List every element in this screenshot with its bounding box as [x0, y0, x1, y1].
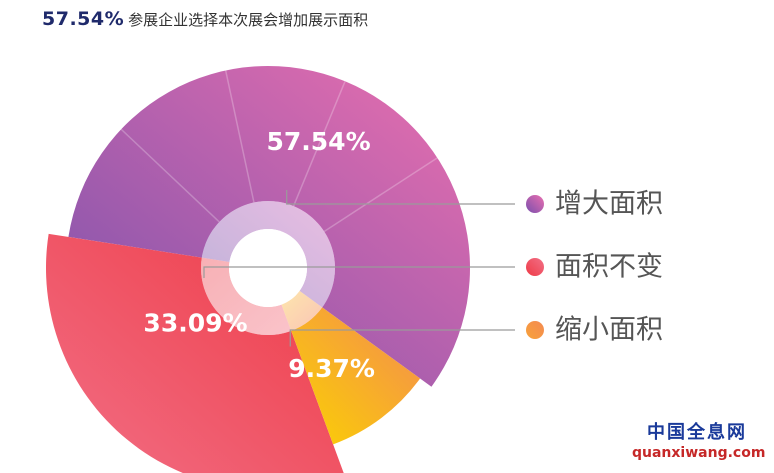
legend-marker-decrease — [526, 321, 544, 339]
slice-facet-3 — [292, 80, 346, 207]
slice-decrease — [291, 307, 421, 445]
watermark: 中国全息网 quanxiwang.com — [632, 422, 766, 462]
legend-marker-unchanged — [526, 258, 544, 276]
headline-highlight: 57.54% — [42, 8, 125, 30]
slice-unchanged — [46, 233, 344, 473]
legend-label-decrease: 缩小面积 — [555, 315, 663, 346]
data-label-unchanged: 33.09% — [143, 309, 247, 338]
chart-headline: 57.54% 参展企业选择本次展会增加展示面积 — [42, 8, 368, 40]
legend-label-increase: 增大面积 — [555, 189, 663, 220]
inner-ring-unchanged — [201, 257, 292, 335]
data-labels: 57.54% 33.09% 9.37% — [143, 127, 375, 383]
leader-unchanged — [203, 266, 515, 278]
watermark-cn: 中国全息网 — [647, 422, 747, 443]
leader-lines — [203, 189, 515, 347]
headline-text: 参展企业选择本次展会增加展示面积 — [128, 11, 369, 29]
inner-sheen — [201, 200, 336, 335]
legend-label-unchanged: 面积不变 — [555, 252, 663, 283]
inner-ring-increase — [201, 200, 336, 308]
leader-increase — [286, 189, 515, 205]
data-label-increase: 57.54% — [267, 127, 371, 156]
leader-decrease — [289, 329, 515, 347]
data-label-decrease: 9.37% — [288, 354, 375, 383]
donut-hole — [229, 229, 307, 307]
slice-facet-4 — [323, 157, 438, 233]
inner-ring-decrease — [281, 290, 323, 331]
legend-marker-increase — [526, 195, 544, 213]
slice-facet-2 — [224, 70, 255, 203]
slice-facet-1 — [120, 128, 220, 223]
watermark-en: quanxiwang.com — [632, 445, 766, 461]
donut-slices — [46, 66, 470, 473]
slice-increase — [68, 66, 470, 387]
